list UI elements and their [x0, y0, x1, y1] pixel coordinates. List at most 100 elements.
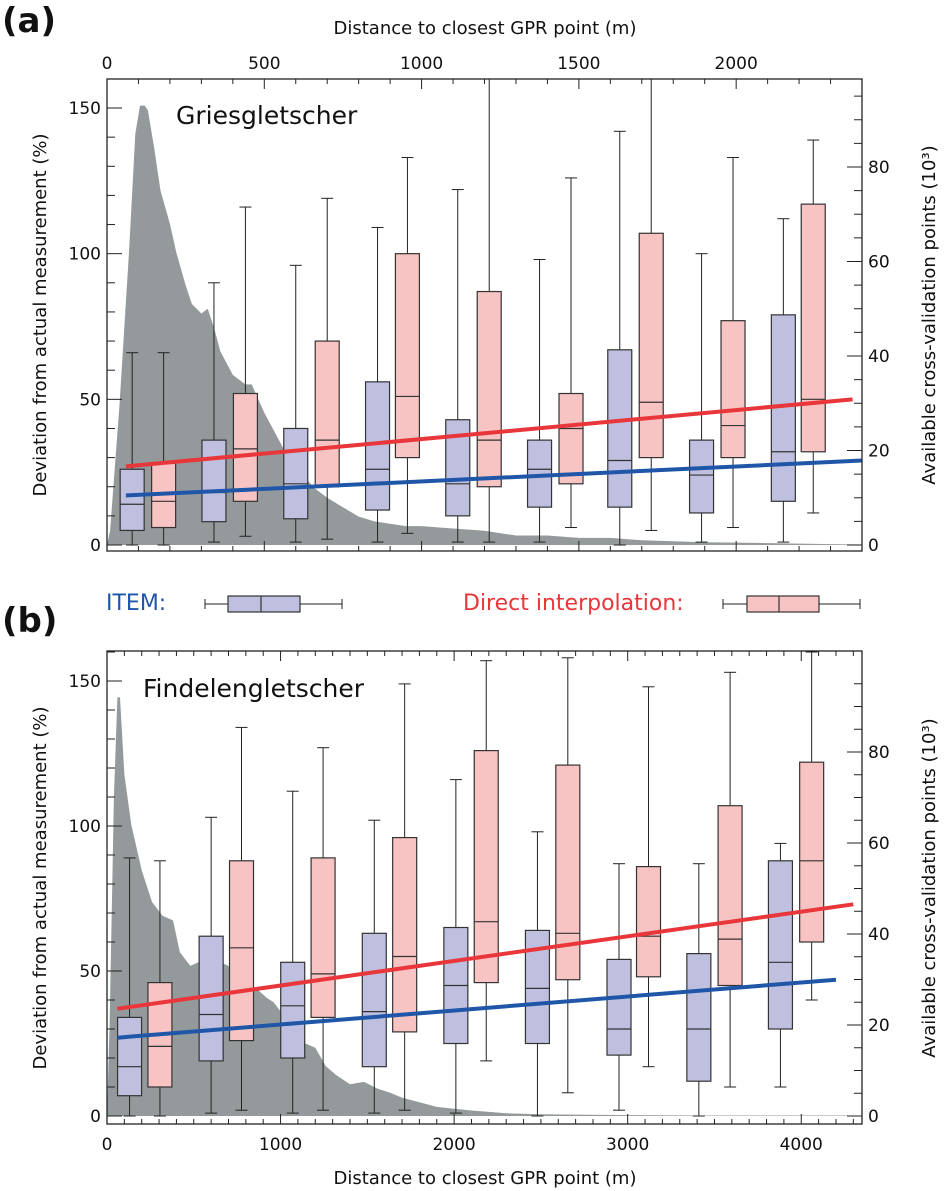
direct-box-1: [228, 726, 255, 1111]
direct-box-2: [310, 747, 336, 1111]
item-box-3: [364, 226, 391, 543]
x-tick-label: 1500: [557, 54, 600, 74]
item-box-rect: [201, 439, 227, 523]
direct-box-rect: [800, 203, 826, 453]
item-box-7: [686, 863, 712, 1117]
item-box-0: [116, 857, 143, 1117]
y2-tick-label: 80: [868, 743, 890, 763]
direct-box-rect: [476, 290, 502, 488]
direct-box-7: [717, 671, 743, 1088]
y2-tick-label: 60: [868, 834, 890, 854]
x-tick-label: 1000: [259, 1135, 302, 1155]
y-tick-label: 50: [79, 390, 101, 410]
panel-b: (b) Distance to closest GPR point (m) Fi…: [2, 601, 940, 1189]
direct-box-rect: [232, 392, 259, 502]
item-box-rect: [686, 952, 712, 1082]
item-box-rect: [116, 1016, 143, 1097]
x-tick-label: 2000: [432, 1135, 475, 1155]
panel-b-plot-area: 0 50 100 150 0 20 40 60 80 0 1000 2000 3000 4000: [69, 650, 890, 1155]
item-box-rect: [280, 961, 306, 1059]
direct-box-rect: [228, 860, 255, 1042]
panel-a-y2label: Available cross-validation points (10³): [919, 145, 940, 484]
x-tick-label: 4000: [780, 1135, 823, 1155]
item-box-3: [361, 819, 387, 1114]
panel-0-density-area: [107, 105, 862, 545]
direct-box-4: [476, 78, 502, 543]
direct-box-rect: [717, 805, 743, 987]
y2-tick-label: 60: [868, 253, 890, 273]
direct-box-rect: [310, 857, 336, 1019]
direct-box-8: [799, 651, 825, 1001]
legend-item-label: ITEM:: [106, 591, 166, 616]
direct-box-2: [314, 197, 340, 540]
legend-direct-label: Direct interpolation:: [463, 591, 684, 616]
item-box-0: [119, 352, 145, 546]
item-box-rect: [361, 932, 387, 1068]
y2-tick-label: 20: [868, 442, 890, 462]
x-tick-label: 3000: [606, 1135, 649, 1155]
item-box-8: [767, 842, 794, 1088]
direct-box-rect: [720, 320, 746, 459]
item-box-rect: [767, 860, 794, 1030]
y2-tick-label: 40: [868, 347, 890, 367]
direct-box-3: [394, 157, 421, 534]
y-tick-label: 50: [79, 962, 101, 982]
item-box-6: [606, 863, 632, 1111]
direct-box-rect: [799, 761, 825, 943]
legend: ITEM: Direct interpolation:: [106, 591, 861, 616]
y2-tick-label: 20: [868, 1016, 890, 1036]
direct-box-rect: [394, 253, 421, 459]
direct-box-6: [638, 78, 664, 531]
direct-box-6: [635, 686, 662, 1068]
item-box-rect: [283, 427, 309, 520]
x-tick-label: 2000: [715, 54, 758, 74]
panel-a-ylabel: Deviation from actual measurement (%): [30, 133, 51, 496]
item-box-2: [283, 264, 309, 543]
legend-direct-box-icon: [722, 595, 861, 613]
y2-tick-label: 80: [868, 158, 890, 178]
item-box-6: [607, 130, 633, 546]
legend-item-box-icon: [204, 595, 343, 613]
direct-box-4: [473, 660, 499, 1062]
item-box-rect: [688, 439, 715, 514]
panel-a-xlabel: Distance to closest GPR point (m): [334, 18, 637, 39]
item-box-8: [770, 218, 796, 543]
x-tick-label: 1000: [400, 54, 443, 74]
item-box-rect: [119, 468, 145, 532]
panel-1-density-area: [107, 697, 862, 1116]
panel-a: (a) Distance to closest GPR point (m) Gr…: [2, 1, 940, 556]
direct-box-rect: [558, 392, 584, 485]
item-box-rect: [606, 958, 632, 1056]
direct-box-1: [232, 206, 259, 537]
item-box-7: [688, 253, 715, 543]
x-tick-label: 0: [102, 1135, 113, 1155]
item-box-4: [443, 779, 469, 1114]
panel-b-xlabel: Distance to closest GPR point (m): [334, 1168, 637, 1189]
direct-box-7: [720, 157, 746, 529]
item-box-1: [201, 282, 227, 543]
y-tick-label: 0: [90, 1107, 101, 1127]
panel-a-label: (a): [2, 1, 56, 41]
direct-box-5: [558, 177, 584, 529]
item-box-5: [526, 258, 553, 543]
y-tick-label: 150: [69, 99, 101, 119]
direct-box-8: [800, 139, 826, 514]
direct-box-5: [555, 657, 581, 1094]
y-tick-label: 0: [90, 536, 101, 556]
y-tick-label: 100: [69, 817, 101, 837]
direct-box-rect: [638, 232, 664, 459]
y-tick-label: 150: [69, 672, 101, 692]
item-trend-line: [125, 458, 863, 498]
item-box-rect: [607, 349, 633, 508]
panel-b-y2label: Available cross-validation points (10³): [919, 718, 940, 1057]
y-tick-label: 100: [69, 245, 101, 265]
x-tick-label: 500: [248, 54, 280, 74]
item-box-2: [280, 790, 306, 1114]
x-tick-label: 0: [102, 54, 113, 74]
panel-b-ylabel: Deviation from actual measurement (%): [30, 706, 51, 1069]
item-trend-line: [117, 977, 837, 1040]
direct-box-0: [147, 860, 173, 1117]
direct-box-rect: [473, 749, 499, 984]
